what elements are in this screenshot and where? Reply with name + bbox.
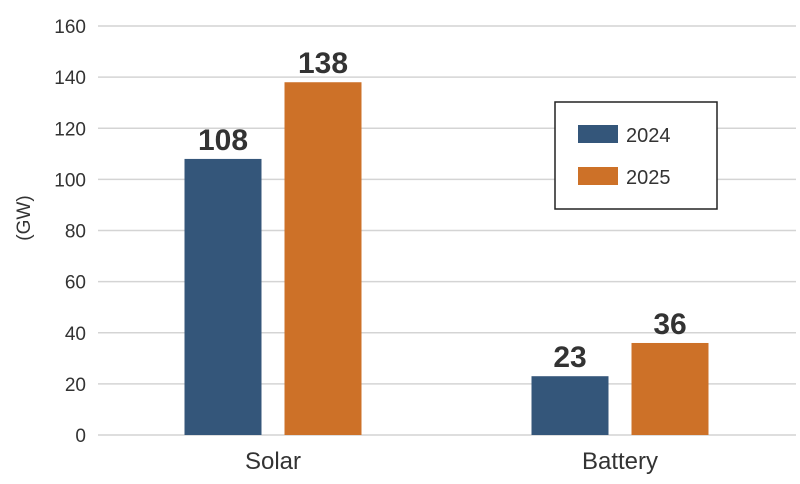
data-label: 23 xyxy=(553,341,586,374)
bar-battery-2024 xyxy=(531,376,609,435)
x-category-label: Solar xyxy=(245,448,301,475)
y-tick-label: 20 xyxy=(65,375,86,396)
legend-swatch-2024 xyxy=(578,125,618,143)
legend-label: 2024 xyxy=(626,125,671,147)
bar-solar-2024 xyxy=(184,158,262,436)
y-tick-label: 60 xyxy=(65,273,86,294)
legend-label: 2025 xyxy=(626,167,671,189)
legend: 2024 2025 xyxy=(554,101,718,210)
bar-battery-2025 xyxy=(631,342,709,435)
y-axis-ticks: 0 20 40 60 80 100 120 140 160 xyxy=(54,17,86,447)
bars: 108 138 23 36 xyxy=(184,47,709,436)
y-tick-label: 80 xyxy=(65,222,86,243)
x-category-label: Battery xyxy=(582,448,658,475)
bar-solar-2025 xyxy=(284,82,362,436)
y-tick-label: 40 xyxy=(65,324,86,345)
y-tick-label: 120 xyxy=(54,119,86,140)
y-axis-label: (GW) xyxy=(14,195,35,240)
x-axis-categories: Solar Battery xyxy=(245,448,658,475)
data-label: 138 xyxy=(298,47,348,80)
y-tick-label: 140 xyxy=(54,68,86,89)
y-tick-label: 100 xyxy=(54,170,86,191)
legend-box xyxy=(554,101,718,210)
data-label: 108 xyxy=(198,124,248,157)
legend-swatch-2025 xyxy=(578,167,618,185)
data-label: 36 xyxy=(653,308,686,341)
y-tick-label: 0 xyxy=(75,426,86,447)
y-tick-label: 160 xyxy=(54,17,86,38)
